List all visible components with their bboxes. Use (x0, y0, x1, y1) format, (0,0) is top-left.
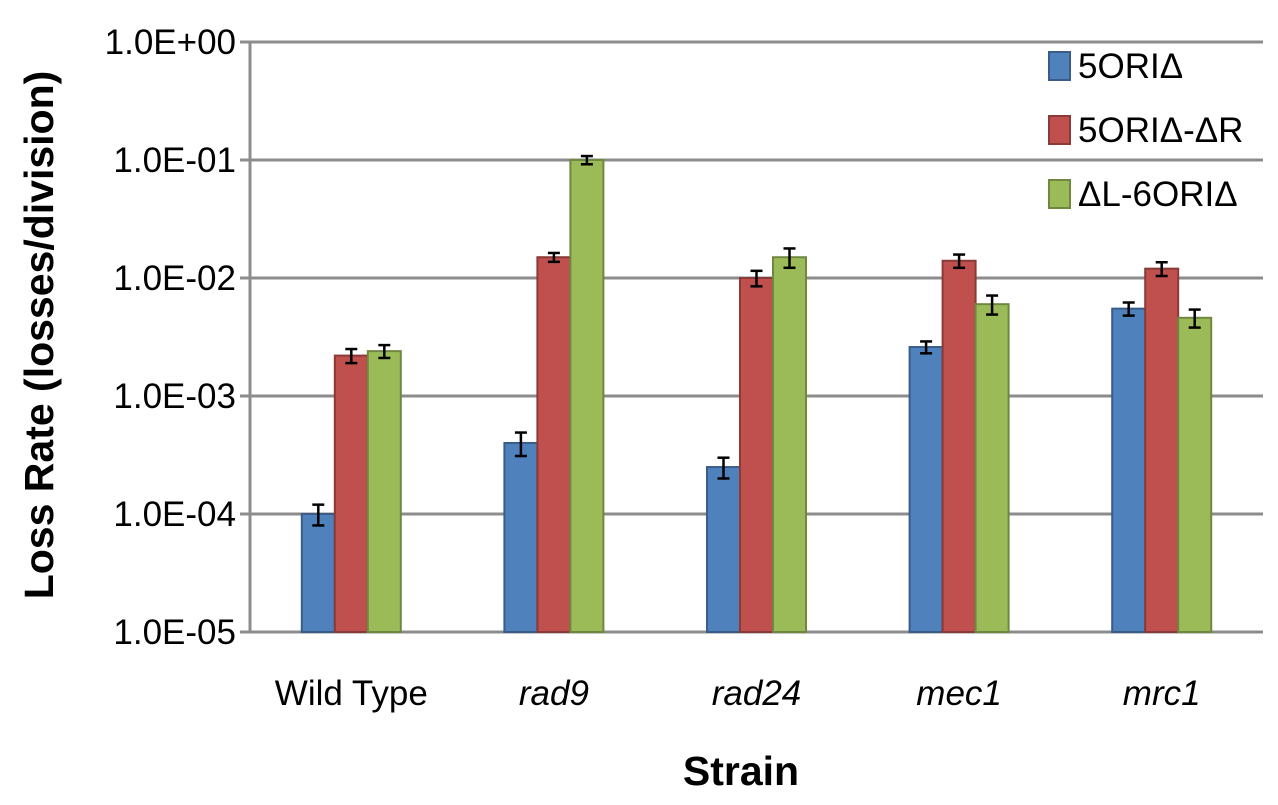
axes: 1.0E+00 1.0E-01 1.0E-02 1.0E-03 1.0E-04 1.0E-… (105, 23, 1201, 713)
y-tick-label: 1.0E-04 (113, 495, 236, 534)
legend-label: ΔL-6ORIΔ (1078, 175, 1238, 214)
bar (974, 303, 1010, 633)
bar (739, 277, 774, 633)
bar (366, 350, 402, 633)
bar (503, 441, 539, 633)
y-tick-label: 1.0E+00 (105, 23, 236, 62)
bar (569, 159, 605, 633)
x-tick-label: mec1 (916, 674, 1002, 713)
legend-swatch (1048, 51, 1071, 81)
bar (706, 466, 741, 634)
x-tick-label: Wild Type (275, 674, 428, 713)
legend-swatch (1048, 179, 1071, 209)
legend-label: 5ORIΔ (1078, 47, 1183, 86)
bar (1144, 267, 1180, 633)
y-tick-label: 1.0E-02 (113, 259, 236, 298)
error-bars (312, 154, 1201, 527)
bar (300, 513, 336, 633)
bar (772, 256, 807, 633)
x-tick-label: rad9 (519, 674, 589, 713)
legend-label: 5ORIΔ-ΔR (1078, 111, 1243, 150)
bar (908, 346, 944, 633)
y-axis-title: Loss Rate (losses/division) (16, 71, 62, 600)
y-tick-label: 1.0E-05 (113, 613, 236, 652)
x-axis-title: Strain (683, 748, 799, 794)
bar (1177, 316, 1213, 633)
legend-swatch (1048, 115, 1071, 145)
x-tick-label: mrc1 (1123, 674, 1201, 713)
bar (1111, 307, 1147, 633)
bar (333, 354, 369, 633)
legend: 5ORIΔ 5ORIΔ-ΔR ΔL-6ORIΔ (1048, 47, 1243, 214)
bar (941, 259, 977, 633)
y-tick-label: 1.0E-01 (113, 141, 236, 180)
x-tick-label: rad24 (712, 674, 802, 713)
y-tick-label: 1.0E-03 (113, 377, 236, 416)
bar (536, 256, 572, 633)
